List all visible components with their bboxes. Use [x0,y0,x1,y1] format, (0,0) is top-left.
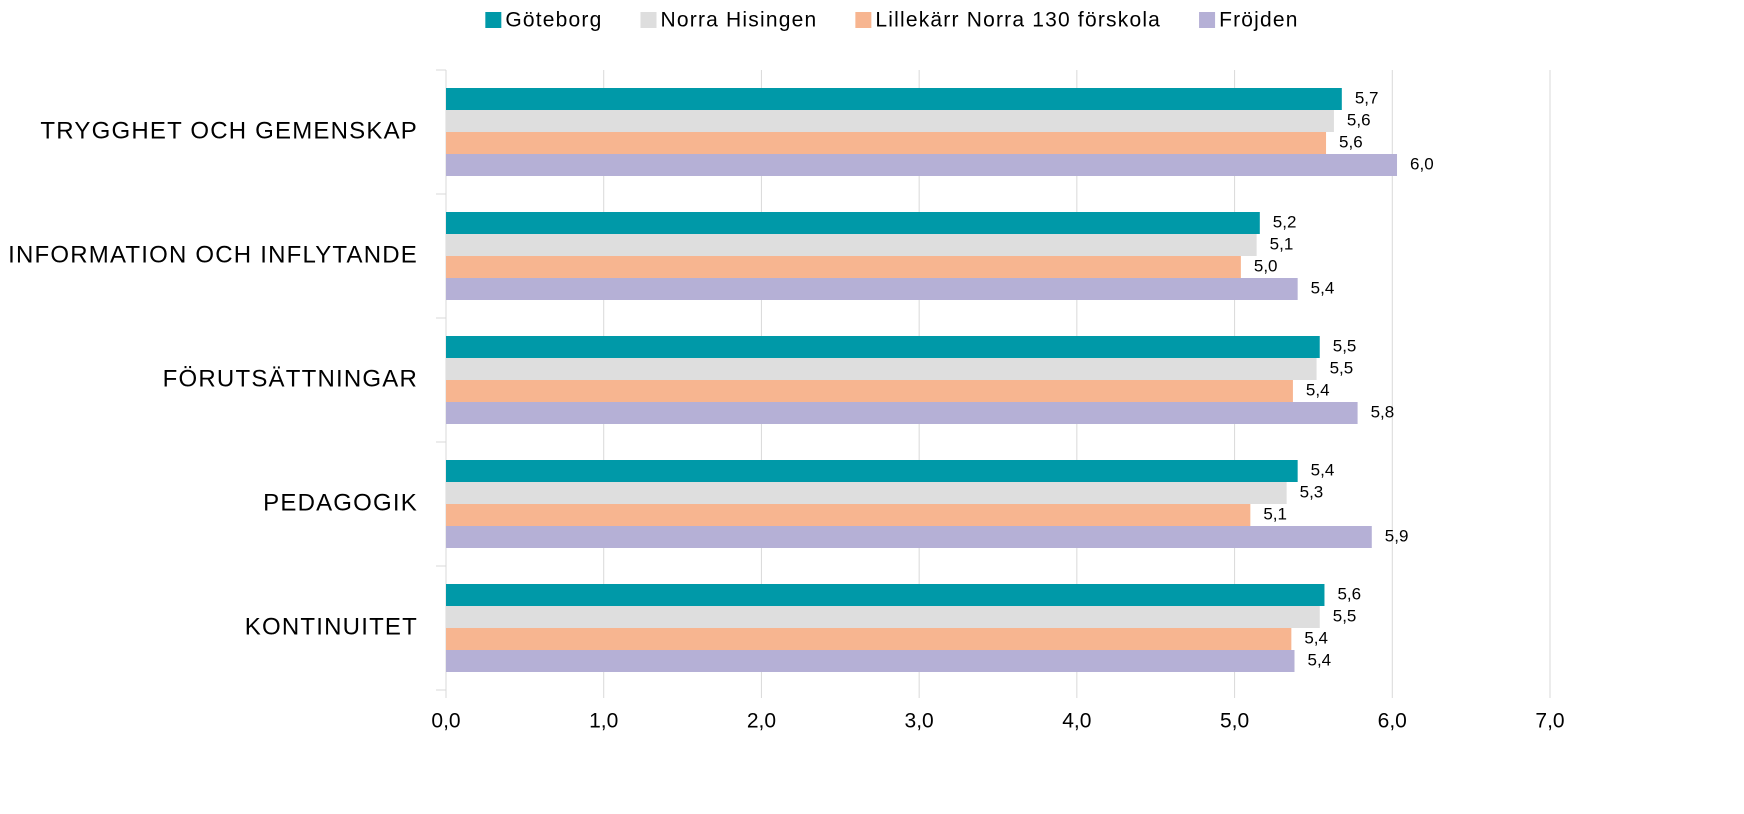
data-label: 5,1 [1263,504,1287,523]
data-label: 5,4 [1304,628,1328,647]
data-label: 5,5 [1333,336,1357,355]
legend-swatch [640,12,657,28]
bar [446,278,1298,300]
data-label: 5,0 [1254,256,1278,275]
legend-label: Lillekärr Norra 130 förskola [875,9,1161,32]
data-label: 6,0 [1410,154,1434,173]
category-label: TRYGGHET OCH GEMENSKAP [40,117,418,144]
bar [446,606,1320,628]
bar [446,110,1334,132]
category-label: KONTINUITET [245,613,418,640]
legend-swatch [485,12,502,28]
legend-swatch [855,12,872,28]
data-label: 5,6 [1337,584,1361,603]
x-tick-label: 2,0 [747,710,776,733]
x-tick-label: 0,0 [431,710,460,733]
data-label: 5,3 [1300,482,1324,501]
category-label: FÖRUTSÄTTNINGAR [163,365,418,392]
bar [446,212,1260,234]
x-tick-label: 6,0 [1378,710,1407,733]
data-label: 5,5 [1333,606,1357,625]
x-tick-label: 3,0 [905,710,934,733]
legend-label: Norra Hisingen [661,9,818,32]
legend-label: Fröjden [1219,9,1299,32]
category-label: INFORMATION OCH INFLYTANDE [8,241,418,268]
bar [446,154,1398,176]
bar [446,234,1257,256]
bar [446,256,1241,278]
data-label: 5,8 [1371,402,1395,421]
data-label: 5,5 [1330,358,1354,377]
x-tick-label: 4,0 [1062,710,1091,733]
data-label: 5,7 [1355,88,1379,107]
data-label: 5,4 [1308,650,1332,669]
data-label: 5,4 [1311,460,1335,479]
bar [446,460,1298,482]
data-label: 5,1 [1270,234,1294,253]
bar [446,380,1293,402]
legend-swatch [1199,12,1216,28]
legend-label: Göteborg [505,9,602,32]
bar [446,336,1320,358]
x-tick-label: 1,0 [589,710,618,733]
bar [446,132,1327,154]
bar [446,504,1251,526]
bar [446,482,1287,504]
data-label: 5,4 [1311,278,1335,297]
data-label: 5,6 [1339,132,1363,151]
data-label: 5,4 [1306,380,1330,399]
data-label: 5,2 [1273,212,1297,231]
bar [446,88,1342,110]
x-tick-label: 7,0 [1535,710,1564,733]
data-label: 5,6 [1347,110,1371,129]
bar [446,526,1372,548]
data-label: 5,9 [1385,526,1409,545]
x-tick-label: 5,0 [1220,710,1249,733]
category-label: PEDAGOGIK [263,489,418,516]
bar [446,358,1317,380]
bar [446,584,1325,606]
bar [446,628,1292,650]
bar [446,402,1358,424]
bar [446,650,1295,672]
